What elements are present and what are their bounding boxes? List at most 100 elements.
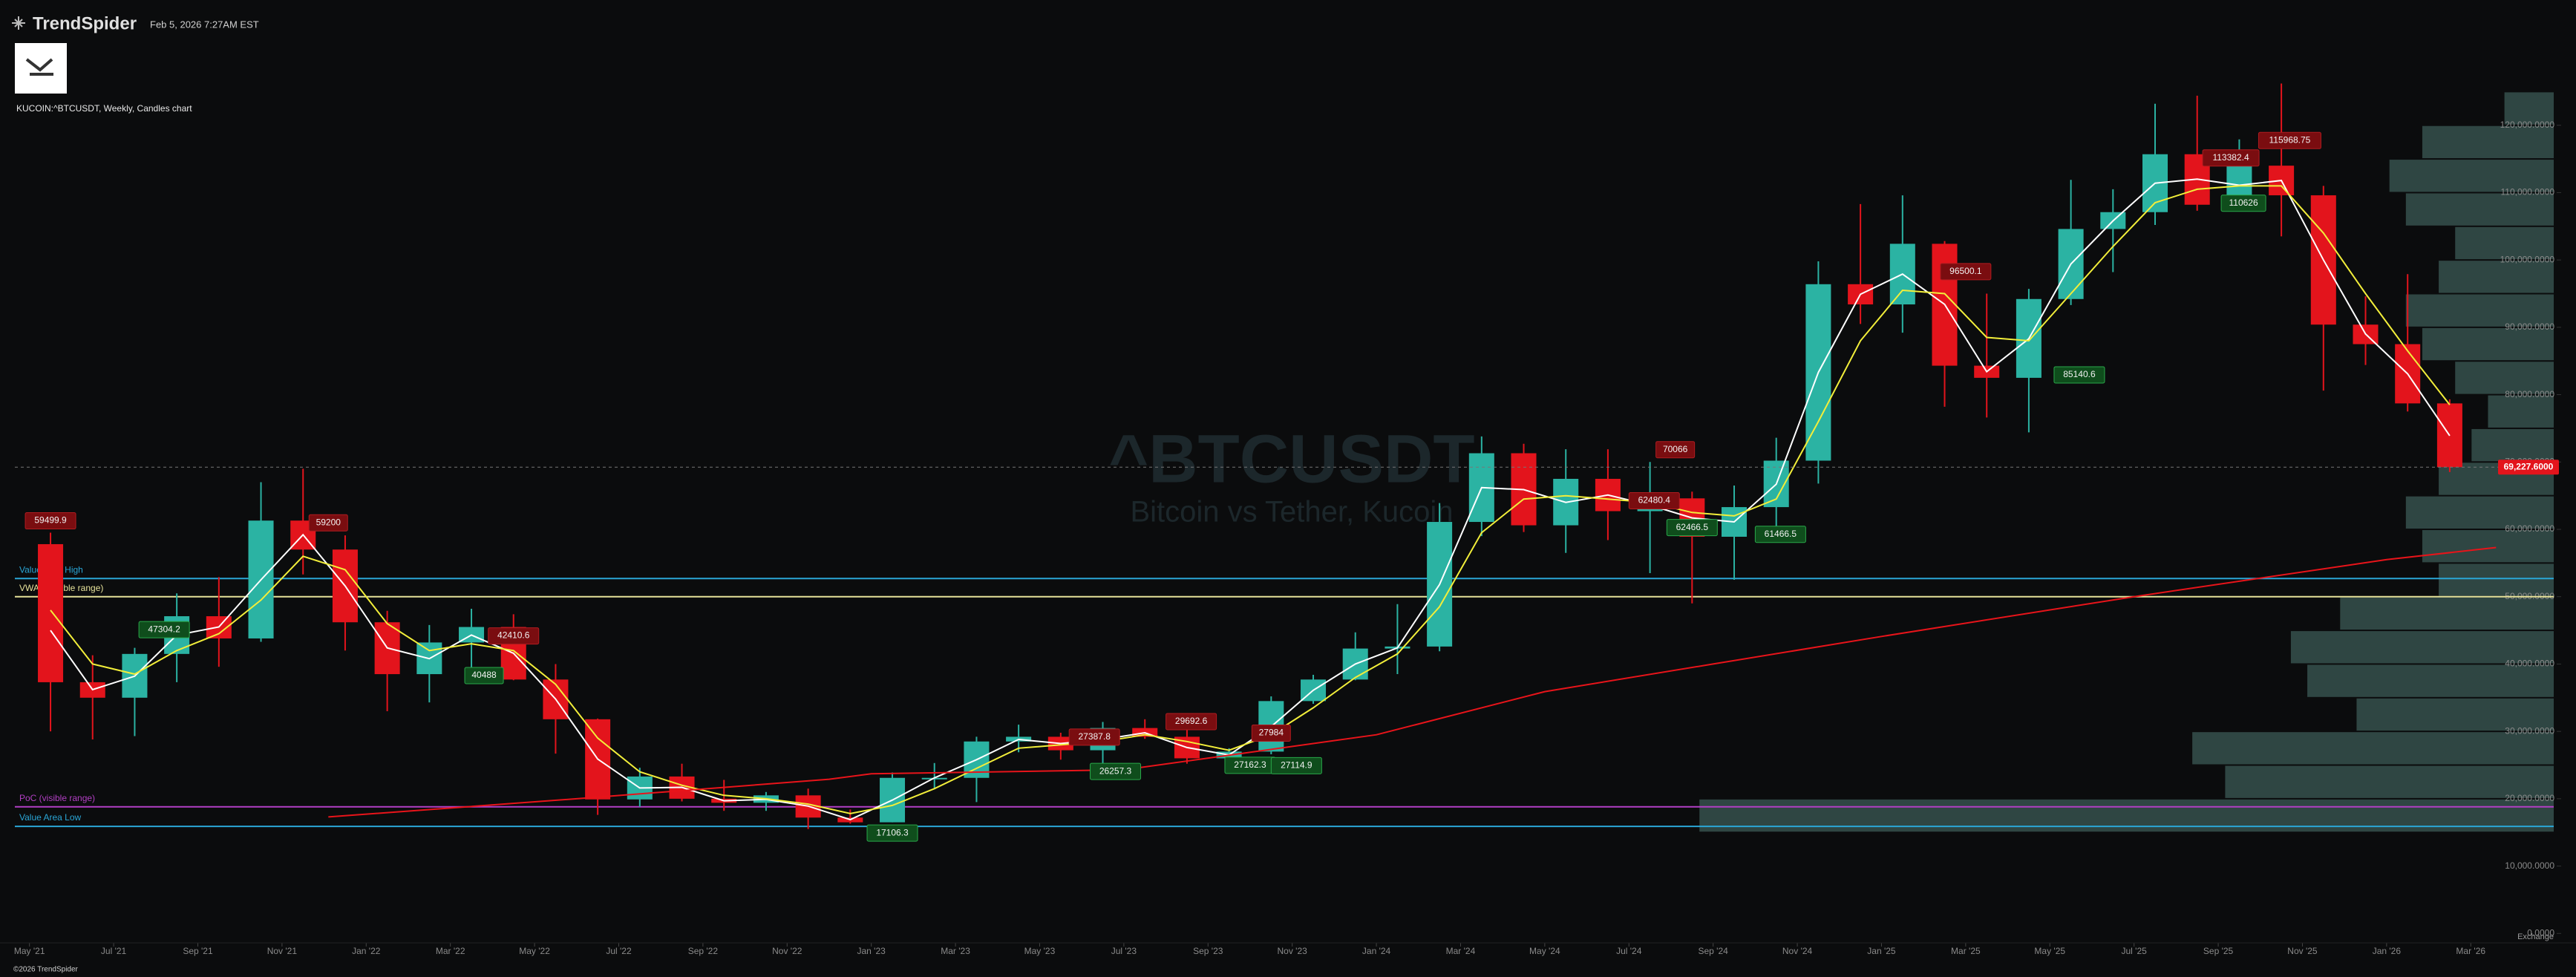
profile-bar <box>2455 362 2554 394</box>
price-marker-label: 47304.2 <box>148 624 180 634</box>
profile-bar <box>2471 428 2554 462</box>
copyright: ©2026 TrendSpider <box>13 966 79 974</box>
price-marker-box <box>1754 526 1806 543</box>
brand: TrendSpider <box>33 13 137 33</box>
price-marker-label: 62480.4 <box>1638 495 1671 506</box>
timestamp: Feb 5, 2026 7:27AM EST <box>150 19 259 30</box>
price-marker-box <box>1655 441 1696 459</box>
x-tick-label: Sep '23 <box>1193 946 1223 956</box>
profile-bar <box>2225 765 2554 798</box>
x-tick-label: Mar '23 <box>941 946 970 956</box>
watermark: ^BTCUSDT <box>1108 421 1474 497</box>
x-tick-label: Mar '26 <box>2456 946 2485 956</box>
y-tick-label: 40,000.0000 <box>2505 659 2554 669</box>
profile-bar <box>2405 496 2554 529</box>
last-price-box <box>2498 460 2559 475</box>
price-marker-label: 27984 <box>1259 728 1284 738</box>
price-marker-label: 26257.3 <box>1099 765 1132 776</box>
x-tick-label: Nov '25 <box>2287 946 2318 956</box>
profile-bar <box>2439 563 2554 596</box>
x-tick-label: Jan '26 <box>2373 946 2402 956</box>
price-marker-box <box>1666 519 1718 537</box>
profile-bar <box>2422 125 2554 159</box>
price-marker-box <box>488 627 540 645</box>
price-marker-label: 40488 <box>471 670 497 680</box>
x-tick-label: Jan '22 <box>352 946 381 956</box>
price-marker-box <box>2202 149 2260 167</box>
y-tick-label: 20,000.0000 <box>2505 793 2554 803</box>
y-tick-label: 100,000.0000 <box>2500 254 2555 264</box>
price-marker-label: 27387.8 <box>1078 731 1111 742</box>
price-marker-box <box>1166 713 1217 731</box>
price-marker-box <box>1251 724 1291 742</box>
price-marker-box <box>1068 728 1120 746</box>
level-label: PoC (visible range) <box>19 793 95 803</box>
y-tick-label: 10,000.0000 <box>2505 860 2554 871</box>
x-tick-label: Jul '21 <box>101 946 127 956</box>
x-tick-label: May '21 <box>14 946 45 956</box>
y-tick-label: 60,000.0000 <box>2505 523 2554 534</box>
profile-bar <box>2504 92 2554 125</box>
x-tick-label: Sep '24 <box>1698 946 1728 956</box>
price-marker-label: 113382.4 <box>2212 152 2249 163</box>
profile-bar <box>2455 226 2554 260</box>
y-tick-label: 0.0000 <box>2527 927 2554 938</box>
price-marker-label: 27114.9 <box>1281 760 1312 771</box>
indicator-line <box>328 546 2497 818</box>
x-tick-label: May '25 <box>2034 946 2065 956</box>
price-marker-box <box>1090 762 1142 780</box>
y-tick-label: 80,000.0000 <box>2505 389 2554 399</box>
profile-bar <box>2488 395 2554 428</box>
profile-bar <box>2439 261 2554 293</box>
profile-bar <box>2307 664 2554 697</box>
candle-body <box>38 543 64 682</box>
price-marker-box <box>2258 131 2321 149</box>
price-marker-label: 96500.1 <box>1949 266 1982 276</box>
x-tick-label: Mar '22 <box>436 946 465 956</box>
x-tick-label: May '22 <box>519 946 550 956</box>
price-marker-box <box>2053 366 2105 384</box>
x-tick-label: May '24 <box>1529 946 1560 956</box>
price-marker-box <box>464 667 504 684</box>
y-tick-label: 120,000.0000 <box>2500 120 2555 130</box>
level-label: Value Area Low <box>19 812 82 823</box>
indicator-line <box>50 185 2451 814</box>
y-tick-label: 30,000.0000 <box>2505 725 2554 736</box>
x-tick-label: Jul '22 <box>606 946 632 956</box>
profile-bar <box>2192 732 2554 765</box>
price-marker-label: 17106.3 <box>876 827 909 837</box>
price-marker-label: 62466.5 <box>1676 522 1709 532</box>
price-marker-box <box>1940 263 1992 281</box>
account-logo-mark <box>25 58 53 76</box>
price-marker-label: 110626 <box>2229 197 2258 208</box>
x-tick-label: Jul '24 <box>1616 946 1642 956</box>
price-marker-box <box>866 824 918 842</box>
x-tick-label: May '23 <box>1024 946 1056 956</box>
x-tick-label: Jan '24 <box>1362 946 1391 956</box>
profile-bar <box>2405 294 2554 327</box>
profile-bar <box>2340 597 2554 630</box>
x-tick-label: Nov '23 <box>1278 946 1308 956</box>
x-tick-label: Sep '21 <box>183 946 213 956</box>
plot-layer: 69,227.6000 59499.9 59200 47304.2 42410.6 404… <box>15 83 2559 842</box>
x-tick-label: Nov '22 <box>772 946 802 956</box>
exchange-label: Exchange <box>2517 932 2554 941</box>
price-marker-box <box>1628 492 1680 510</box>
price-marker-label: 27162.3 <box>1234 759 1266 770</box>
y-tick-label: 110,000.0000 <box>2500 187 2554 197</box>
x-tick-label: Mar '25 <box>1951 946 1981 956</box>
profile-bar <box>2389 160 2554 192</box>
x-tick-label: Mar '24 <box>1446 946 1476 956</box>
last-price-label: 69,227.6000 <box>2504 461 2554 471</box>
background-layer: 0.0000 10,000.0000 20,000.0000 30,000.0000 4… <box>14 92 2561 956</box>
profile-bar <box>2422 327 2554 361</box>
price-marker-label: 61466.5 <box>1765 529 1797 539</box>
x-tick-label: Nov '21 <box>267 946 298 956</box>
chart-title: KUCOIN:^BTCUSDT, Weekly, Candles chart <box>16 103 192 114</box>
profile-bar <box>2405 193 2554 226</box>
price-marker-label: 42410.6 <box>497 630 530 641</box>
price-marker-label: 29692.6 <box>1175 716 1208 726</box>
x-tick-label: Jan '23 <box>857 946 886 956</box>
